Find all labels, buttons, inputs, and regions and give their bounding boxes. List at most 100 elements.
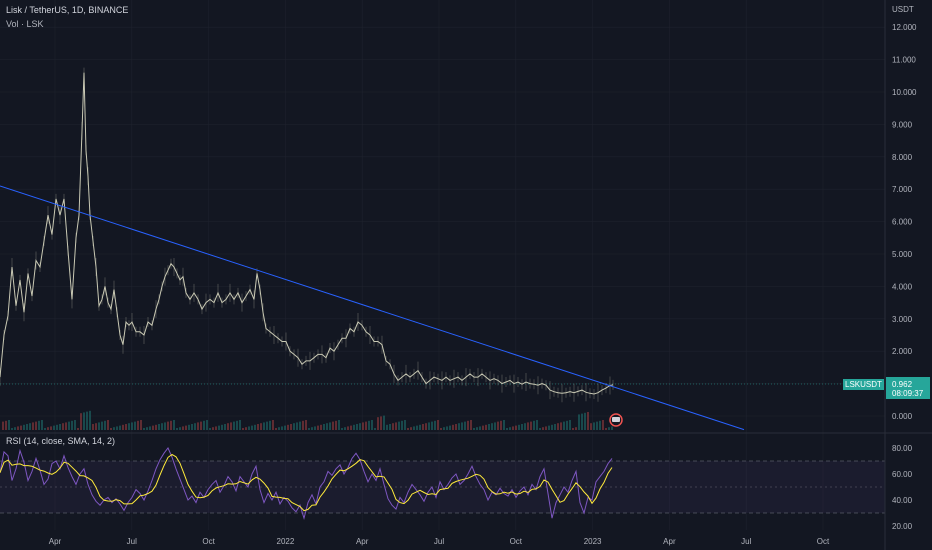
volume-bar bbox=[53, 425, 55, 430]
price-badge-symbol: LSKUSDT bbox=[845, 380, 882, 389]
volume-bar bbox=[245, 427, 247, 430]
volume-bar bbox=[65, 422, 67, 430]
volume-bar bbox=[428, 422, 430, 430]
volume-bar bbox=[533, 420, 535, 430]
volume-bar bbox=[512, 426, 514, 430]
rsi-axis[interactable]: 80.00 60.00 40.00 20.00 bbox=[892, 444, 913, 531]
volume-bar bbox=[17, 426, 19, 430]
volume-bar bbox=[185, 425, 187, 430]
volume-bar bbox=[371, 420, 373, 430]
volume-bar bbox=[545, 426, 547, 430]
volume-bar bbox=[314, 426, 316, 430]
volume-bar bbox=[110, 428, 112, 430]
volume-bar bbox=[443, 427, 445, 430]
price-tick-label: 9.000 bbox=[892, 120, 913, 129]
volume-bar bbox=[338, 420, 340, 430]
volume-bar bbox=[398, 421, 400, 430]
volume-bar bbox=[26, 424, 28, 430]
rsi-tick-label: 20.00 bbox=[892, 522, 913, 531]
volume-bar bbox=[419, 424, 421, 430]
volume-bar bbox=[539, 428, 541, 430]
volume-bar bbox=[227, 423, 229, 430]
volume-bar bbox=[176, 428, 178, 430]
price-series[interactable] bbox=[0, 72, 614, 395]
volume-bar bbox=[542, 427, 544, 430]
volume-bar bbox=[527, 422, 529, 430]
volume-bar bbox=[191, 424, 193, 430]
volume-bar bbox=[38, 420, 40, 430]
volume-bar bbox=[158, 424, 160, 430]
price-tick-label: 0.000 bbox=[892, 412, 913, 421]
volume-bar bbox=[602, 420, 604, 430]
volume-bar bbox=[581, 413, 583, 430]
price-tick-label: 11.000 bbox=[892, 56, 916, 65]
volume-bar bbox=[524, 423, 526, 430]
volume-bar bbox=[440, 428, 442, 430]
volume-bar bbox=[383, 415, 385, 430]
volume-bar bbox=[236, 420, 238, 430]
volume-bar bbox=[41, 420, 43, 430]
volume-bar bbox=[221, 424, 223, 430]
volume-bar bbox=[482, 425, 484, 430]
volume-bar bbox=[140, 420, 142, 430]
volume-bar bbox=[47, 427, 49, 430]
volume-bar bbox=[407, 428, 409, 430]
volume-bar bbox=[134, 421, 136, 430]
volume-bar bbox=[452, 424, 454, 430]
volume-bar bbox=[89, 410, 91, 430]
volume-bar bbox=[590, 423, 592, 430]
volume-bar bbox=[92, 424, 94, 430]
price-badge bbox=[843, 379, 884, 390]
volume-bar bbox=[212, 427, 214, 430]
volume-bar bbox=[392, 423, 394, 430]
rsi-tick-label: 60.00 bbox=[892, 470, 913, 479]
volume-bar bbox=[197, 422, 199, 430]
volume-bar bbox=[287, 424, 289, 430]
time-axis[interactable]: Apr Jul Oct 2022 Apr Jul Oct 2023 Apr Jul Oct bbox=[49, 537, 830, 546]
volume-bar bbox=[557, 423, 559, 430]
volume-bar bbox=[530, 421, 532, 430]
volume-bar bbox=[446, 426, 448, 430]
volume-legend: Vol · LSK bbox=[6, 19, 44, 29]
volume-bar bbox=[365, 421, 367, 430]
volume-bar bbox=[233, 421, 235, 430]
volume-bar bbox=[323, 424, 325, 430]
volume-bar bbox=[611, 426, 613, 430]
volume-bar bbox=[404, 420, 406, 430]
volume-bar bbox=[152, 425, 154, 430]
volume-bar bbox=[347, 426, 349, 430]
trendline[interactable] bbox=[0, 185, 745, 431]
volume-bar bbox=[146, 427, 148, 430]
volume-bar bbox=[20, 425, 22, 430]
volume-bar bbox=[374, 428, 376, 430]
volume-bar bbox=[182, 426, 184, 430]
time-tick-label: Oct bbox=[817, 537, 830, 546]
volume-bar bbox=[23, 424, 25, 430]
volume-bar bbox=[188, 424, 190, 430]
volume-bar bbox=[8, 420, 10, 430]
volume-bar bbox=[254, 424, 256, 430]
volume-bar bbox=[71, 420, 73, 430]
volume-bar bbox=[29, 423, 31, 430]
volume-bar bbox=[86, 411, 88, 430]
volume-bar bbox=[380, 416, 382, 430]
volume-bar bbox=[299, 421, 301, 430]
volume-bar bbox=[161, 423, 163, 430]
rsi-ma-line[interactable] bbox=[0, 453, 613, 512]
volume-bar bbox=[551, 424, 553, 430]
volume-bar bbox=[101, 421, 103, 430]
price-tick-label: 2.000 bbox=[892, 347, 913, 356]
volume-bar bbox=[467, 420, 469, 430]
volume-bar bbox=[125, 424, 127, 430]
volume-bar bbox=[98, 422, 100, 430]
volume-bar bbox=[485, 424, 487, 430]
rsi-tick-label: 40.00 bbox=[892, 496, 913, 505]
volume-bar bbox=[509, 427, 511, 430]
volume-bar bbox=[179, 427, 181, 430]
volume-bar bbox=[224, 424, 226, 430]
volume-bar bbox=[56, 424, 58, 430]
volume-bar bbox=[473, 428, 475, 430]
volume-bar bbox=[263, 422, 265, 430]
volume-bar bbox=[479, 426, 481, 430]
